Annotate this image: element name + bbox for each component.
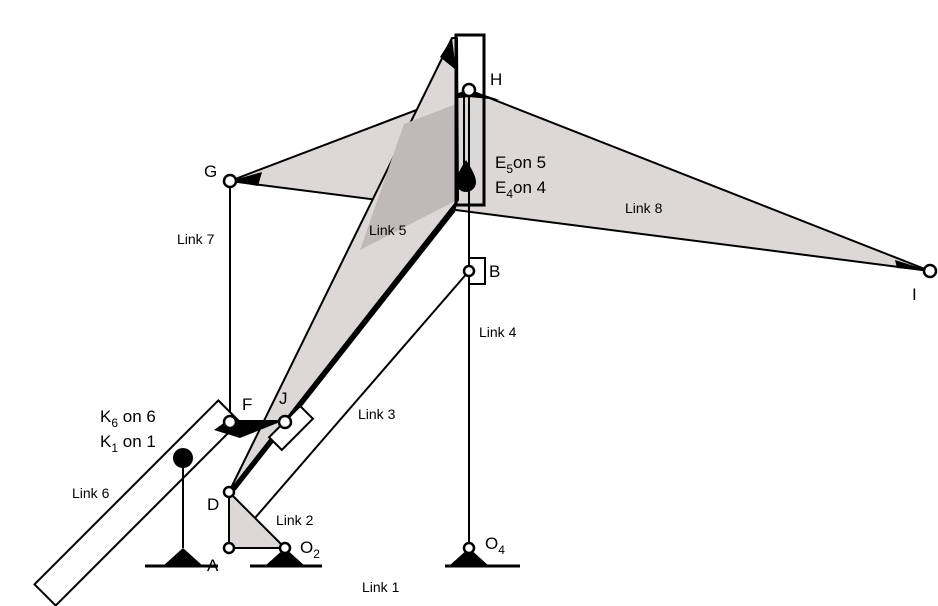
label-f: F bbox=[242, 395, 252, 414]
label-k6: K6 on 6 bbox=[100, 407, 156, 430]
label-link-8: Link 8 bbox=[625, 200, 663, 216]
joint-i bbox=[922, 263, 938, 279]
label-a: A bbox=[207, 556, 219, 575]
label-link-7: Link 7 bbox=[177, 231, 215, 247]
label-link-4: Link 4 bbox=[479, 324, 517, 340]
link-2 bbox=[228, 491, 286, 549]
label-k1: K1 on 1 bbox=[100, 432, 156, 455]
joint-h bbox=[461, 82, 477, 98]
joint-g bbox=[222, 173, 238, 189]
ground-support-a bbox=[163, 548, 203, 566]
link-5-8-overlap bbox=[360, 104, 457, 250]
label-j: J bbox=[279, 389, 288, 408]
ground-supports bbox=[163, 548, 489, 566]
ground-support-o2 bbox=[265, 548, 305, 566]
label-link-5: Link 5 bbox=[369, 222, 407, 238]
label-e5: E5on 5 bbox=[495, 153, 546, 176]
label-link-1: Link 1 bbox=[362, 579, 400, 595]
joint-o2 bbox=[278, 541, 292, 555]
label-link-2: Link 2 bbox=[276, 512, 314, 528]
label-link-3: Link 3 bbox=[358, 406, 396, 422]
label-link-6: Link 6 bbox=[72, 485, 110, 501]
label-d: D bbox=[207, 495, 219, 514]
label-h: H bbox=[490, 70, 502, 89]
joint-a bbox=[222, 541, 236, 555]
joint-o4 bbox=[462, 541, 476, 555]
label-i: I bbox=[912, 285, 917, 304]
link-8-cap-g bbox=[230, 172, 262, 186]
joints bbox=[222, 82, 938, 555]
joint-j bbox=[277, 414, 293, 430]
link-8 bbox=[229, 89, 931, 272]
label-b: B bbox=[489, 262, 500, 281]
label-g: G bbox=[204, 162, 217, 181]
joint-d bbox=[222, 485, 236, 499]
label-o4: O4 bbox=[485, 534, 505, 557]
joint-f bbox=[222, 414, 238, 430]
label-e4: E4on 4 bbox=[495, 178, 546, 201]
link-5-cap-top bbox=[440, 38, 456, 70]
link-8-cap-i bbox=[895, 260, 930, 271]
pin-e bbox=[456, 160, 476, 192]
pin-k bbox=[173, 448, 193, 468]
link-3-line-a bbox=[228, 270, 470, 549]
label-o2: O2 bbox=[300, 538, 320, 561]
ground-support-o4 bbox=[449, 548, 489, 566]
joint-b bbox=[462, 264, 476, 278]
